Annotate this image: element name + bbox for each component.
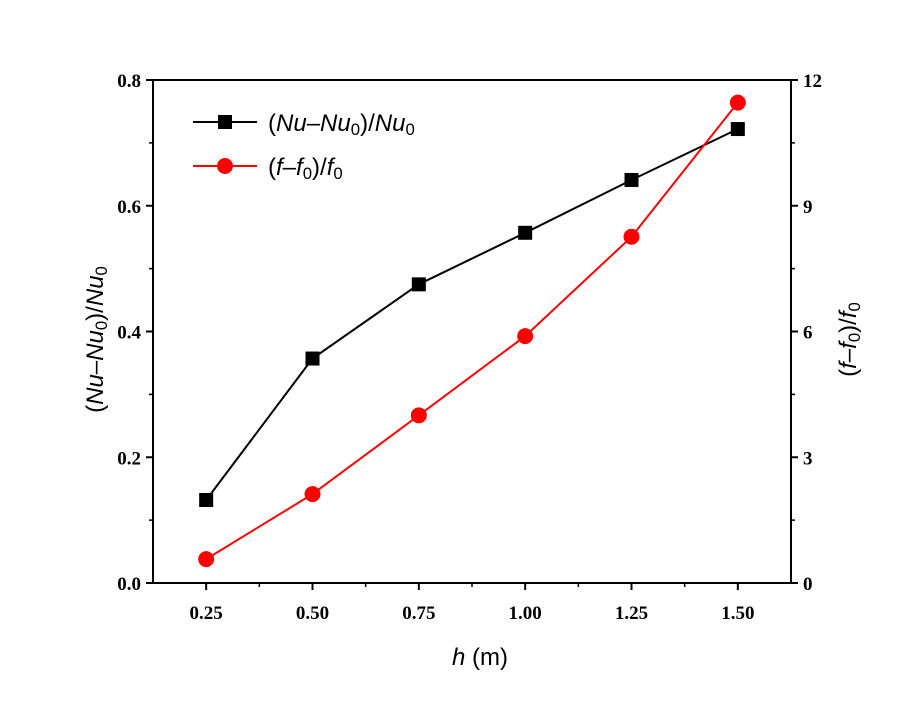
nusselt-series-legend-label-part: (: [268, 110, 276, 137]
x-tick-label: 0.50: [296, 603, 329, 624]
x-tick-label: 1.00: [509, 603, 542, 624]
y-left-tick-label: 0.0: [117, 574, 141, 595]
nusselt-series-point: [730, 122, 745, 137]
y-right-axis-title-part: f: [835, 309, 862, 318]
y-right-tick-label: 12: [803, 71, 822, 92]
nusselt-series-point: [624, 172, 639, 187]
y-right-axis-title-part: f: [835, 340, 862, 349]
friction-series-legend-label-part: f: [327, 154, 336, 181]
legend: (Nu–Nu0)/Nu0(f–f0)/f0: [193, 110, 415, 183]
friction-series-legend-label-part: f: [276, 154, 285, 181]
nusselt-series-legend-label-part: –: [307, 110, 321, 137]
y-left-axis-title-part: Nu: [82, 275, 109, 306]
y-right-axis-title-part: –: [835, 348, 862, 362]
y-left-tick-label: 0.6: [117, 197, 141, 218]
friction-series-point: [623, 228, 640, 245]
x-axis-title: h (m): [452, 644, 508, 671]
friction-series-legend-label-part: 0: [303, 164, 312, 183]
y-right-tick-label: 0: [803, 574, 813, 595]
nusselt-series-legend-label-part: Nu: [276, 110, 307, 137]
friction-series-line: [205, 101, 739, 560]
y-right-axis-title-part: (: [835, 369, 862, 377]
nusselt-series-legend-label-part: )/: [360, 110, 375, 137]
axes: 0.25 0.50 0.75 1.00 1.25 1.50 0.0 0.2 0.4 0.6 0.8 0…: [82, 71, 864, 671]
friction-series-legend-label-part: f: [296, 154, 305, 181]
nusselt-series-point: [305, 351, 320, 366]
y-right-axis-title-part: 0: [845, 333, 864, 342]
friction-series-legend-label-part: –: [283, 154, 297, 181]
nusselt-series-point: [199, 493, 214, 508]
y-left-axis-title-part: 0: [92, 321, 111, 330]
x-tick-label: 1.50: [721, 603, 754, 624]
y-left-axis-title-part: )/: [82, 306, 109, 321]
y-right-tick-label: 6: [803, 323, 813, 344]
x-tick-label: 0.75: [402, 603, 435, 624]
plot-marks: [198, 94, 746, 568]
x-tick-label: 0.25: [190, 603, 223, 624]
friction-series-point: [729, 94, 746, 111]
y-left-axis-title-part: Nu: [82, 374, 109, 405]
nusselt-series-point: [411, 277, 426, 292]
nusselt-series-point: [518, 225, 533, 240]
nusselt-series-line: [205, 128, 739, 501]
friction-series-point: [517, 328, 534, 345]
y-left-axis-title: (Nu–Nu0)/Nu0: [82, 266, 111, 413]
friction-series-legend-label-part: 0: [333, 164, 342, 183]
y-right-tick-label: 9: [803, 197, 813, 218]
friction-series-legend-marker: [217, 158, 233, 174]
y-left-axis-title-part: Nu: [82, 330, 109, 361]
y-right-axis-title-part: f: [835, 360, 862, 369]
x-axis-title-var: h: [452, 644, 465, 671]
y-left-axis-title-part: 0: [92, 266, 111, 275]
friction-series-point: [410, 407, 427, 424]
nusselt-series-legend-label-part: Nu: [320, 110, 351, 137]
nusselt-series-legend-marker: [218, 115, 232, 129]
x-axis-title-unit: (m): [465, 644, 508, 671]
friction-series-legend-label-part: (: [268, 154, 276, 181]
y-left-axis-title-part: (: [82, 405, 109, 413]
y-right-axis-title-part: 0: [845, 302, 864, 311]
friction-series-legend-label-part: )/: [312, 154, 327, 181]
y-left-tick-label: 0.2: [117, 448, 141, 469]
nusselt-series-legend-label-part: 0: [405, 120, 414, 139]
x-tick-label: 1.25: [615, 603, 648, 624]
friction-series-point: [304, 486, 321, 503]
y-left-tick-label: 0.4: [117, 323, 141, 344]
y-left-tick-label: 0.8: [117, 71, 141, 92]
y-right-tick-label: 3: [803, 448, 813, 469]
nusselt-series-legend-label-part: 0: [351, 120, 360, 139]
nusselt-series-legend-label: (Nu–Nu0)/Nu0: [268, 110, 415, 139]
y-left-axis-title-part: –: [82, 360, 109, 374]
y-right-axis-title: (f–f0)/f0: [835, 302, 864, 377]
y-right-axis-title-part: )/: [835, 318, 862, 333]
nusselt-series-legend-label-part: Nu: [375, 110, 406, 137]
friction-series-legend-label: (f–f0)/f0: [268, 154, 343, 183]
friction-series-point: [198, 551, 215, 568]
